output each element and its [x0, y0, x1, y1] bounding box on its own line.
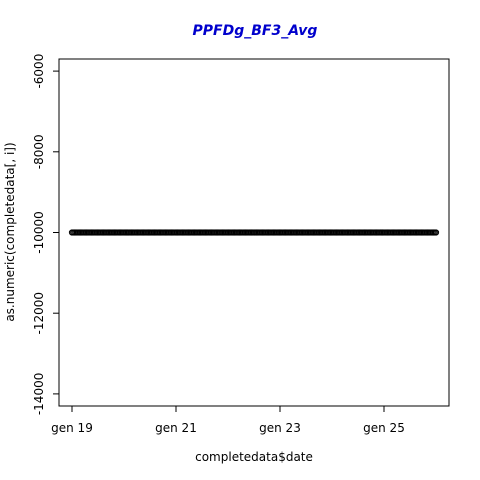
chart-title: PPFDg_BF3_Avg: [193, 23, 318, 39]
y-axis: -6000 -8000 -10000 -12000 -14000: [32, 54, 59, 415]
data-series: [68, 229, 440, 236]
x-tick-label: gen 19: [51, 421, 93, 435]
x-tick-label: gen 21: [155, 421, 197, 435]
y-tick-label: -14000: [32, 373, 46, 416]
x-tick-label: gen 23: [259, 421, 301, 435]
y-tick-label: -6000: [32, 54, 46, 89]
data-point: [432, 229, 440, 236]
y-tick-label: -10000: [32, 211, 46, 254]
x-axis: gen 19 gen 21 gen 23 gen 25: [51, 406, 405, 435]
x-tick-label: gen 25: [363, 421, 405, 435]
y-axis-label: as.numeric(completedata[, i]): [3, 142, 17, 321]
y-tick-label: -8000: [32, 134, 46, 169]
x-axis-label: completedata$date: [195, 450, 313, 464]
y-tick-label: -12000: [32, 292, 46, 335]
